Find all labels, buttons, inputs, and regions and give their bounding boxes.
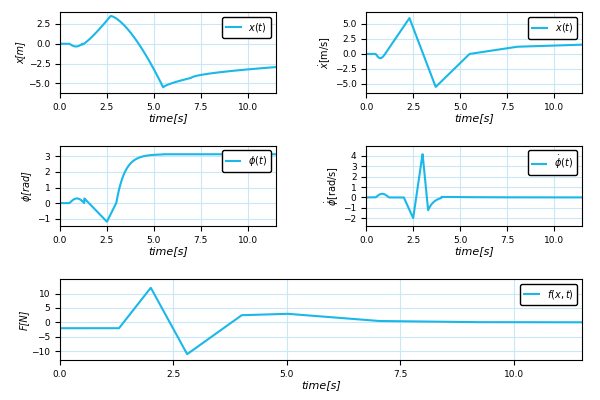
Legend: $\phi(t)$: $\phi(t)$ xyxy=(222,150,271,172)
Y-axis label: $\dot{x}$[m/s]: $\dot{x}$[m/s] xyxy=(317,36,332,69)
Y-axis label: x[m]: x[m] xyxy=(16,41,26,64)
Y-axis label: $\dot{\phi}$[rad/s]: $\dot{\phi}$[rad/s] xyxy=(323,166,341,206)
Legend: $\dot{\phi}(t)$: $\dot{\phi}(t)$ xyxy=(528,150,577,175)
X-axis label: time[s]: time[s] xyxy=(148,246,188,256)
X-axis label: time[s]: time[s] xyxy=(148,113,188,123)
Y-axis label: F[N]: F[N] xyxy=(19,309,29,330)
Y-axis label: $\phi$[rad]: $\phi$[rad] xyxy=(20,170,34,202)
X-axis label: time[s]: time[s] xyxy=(454,113,494,123)
Legend: $f(x, t)$: $f(x, t)$ xyxy=(520,284,577,305)
Legend: $\dot{x}(t)$: $\dot{x}(t)$ xyxy=(529,17,577,39)
X-axis label: time[s]: time[s] xyxy=(454,246,494,256)
X-axis label: time[s]: time[s] xyxy=(301,380,341,390)
Legend: $x(t)$: $x(t)$ xyxy=(222,17,271,38)
